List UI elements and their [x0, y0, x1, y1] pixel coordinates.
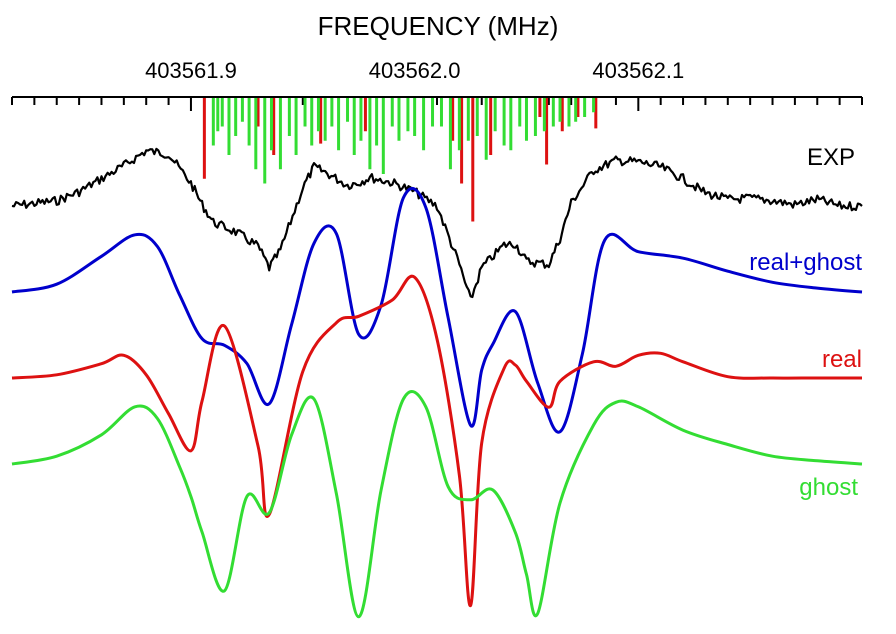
- series-line-real: [11, 274, 862, 608]
- series-label: ghost: [799, 474, 858, 501]
- series-line-real-ghost: [11, 186, 863, 434]
- x-tick-label: 403561.9: [145, 58, 237, 83]
- x-tick-label: 403562.1: [592, 58, 684, 83]
- series-label: real+ghost: [749, 249, 862, 276]
- series-line-ghost: [11, 390, 863, 619]
- series-label: real: [822, 346, 862, 373]
- x-axis-title: FREQUENCY (MHz): [318, 11, 559, 41]
- series-label: EXP: [807, 144, 855, 171]
- x-tick-label: 403562.0: [369, 58, 461, 83]
- series-line-exp: [11, 147, 863, 299]
